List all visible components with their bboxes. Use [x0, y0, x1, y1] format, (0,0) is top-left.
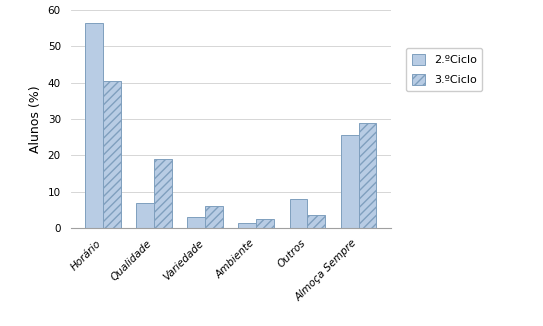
Y-axis label: Alunos (%): Alunos (%)	[29, 85, 42, 153]
Bar	[154, 159, 172, 228]
Bar	[340, 135, 358, 228]
Bar	[358, 123, 376, 228]
Bar	[238, 223, 256, 228]
Bar	[136, 203, 154, 228]
Bar	[307, 215, 325, 228]
Legend: 2.ºCiclo, 3.ºCiclo: 2.ºCiclo, 3.ºCiclo	[406, 48, 482, 91]
Bar	[187, 217, 205, 228]
Bar	[85, 22, 103, 228]
Bar	[256, 219, 274, 228]
Bar	[289, 199, 307, 228]
Bar	[205, 206, 223, 228]
Bar	[103, 81, 121, 228]
